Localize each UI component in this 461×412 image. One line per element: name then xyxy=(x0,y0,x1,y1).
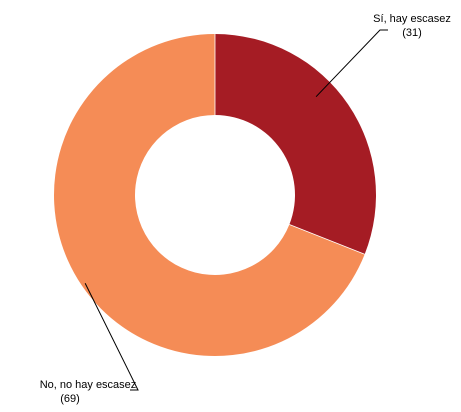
leader-line-2 xyxy=(84,283,139,391)
donut-slice-1 xyxy=(215,34,376,255)
slice-label-1: Sí, hay escasez xyxy=(373,13,451,25)
slice-value-label-2: (69) xyxy=(60,393,80,405)
slice-separator-2 xyxy=(289,224,365,255)
slice-label-2: No, no hay escasez xyxy=(40,379,137,391)
donut-slice-2 xyxy=(53,34,365,356)
leader-line-1 xyxy=(315,29,388,98)
slice-value-label-1: (31) xyxy=(402,27,422,39)
